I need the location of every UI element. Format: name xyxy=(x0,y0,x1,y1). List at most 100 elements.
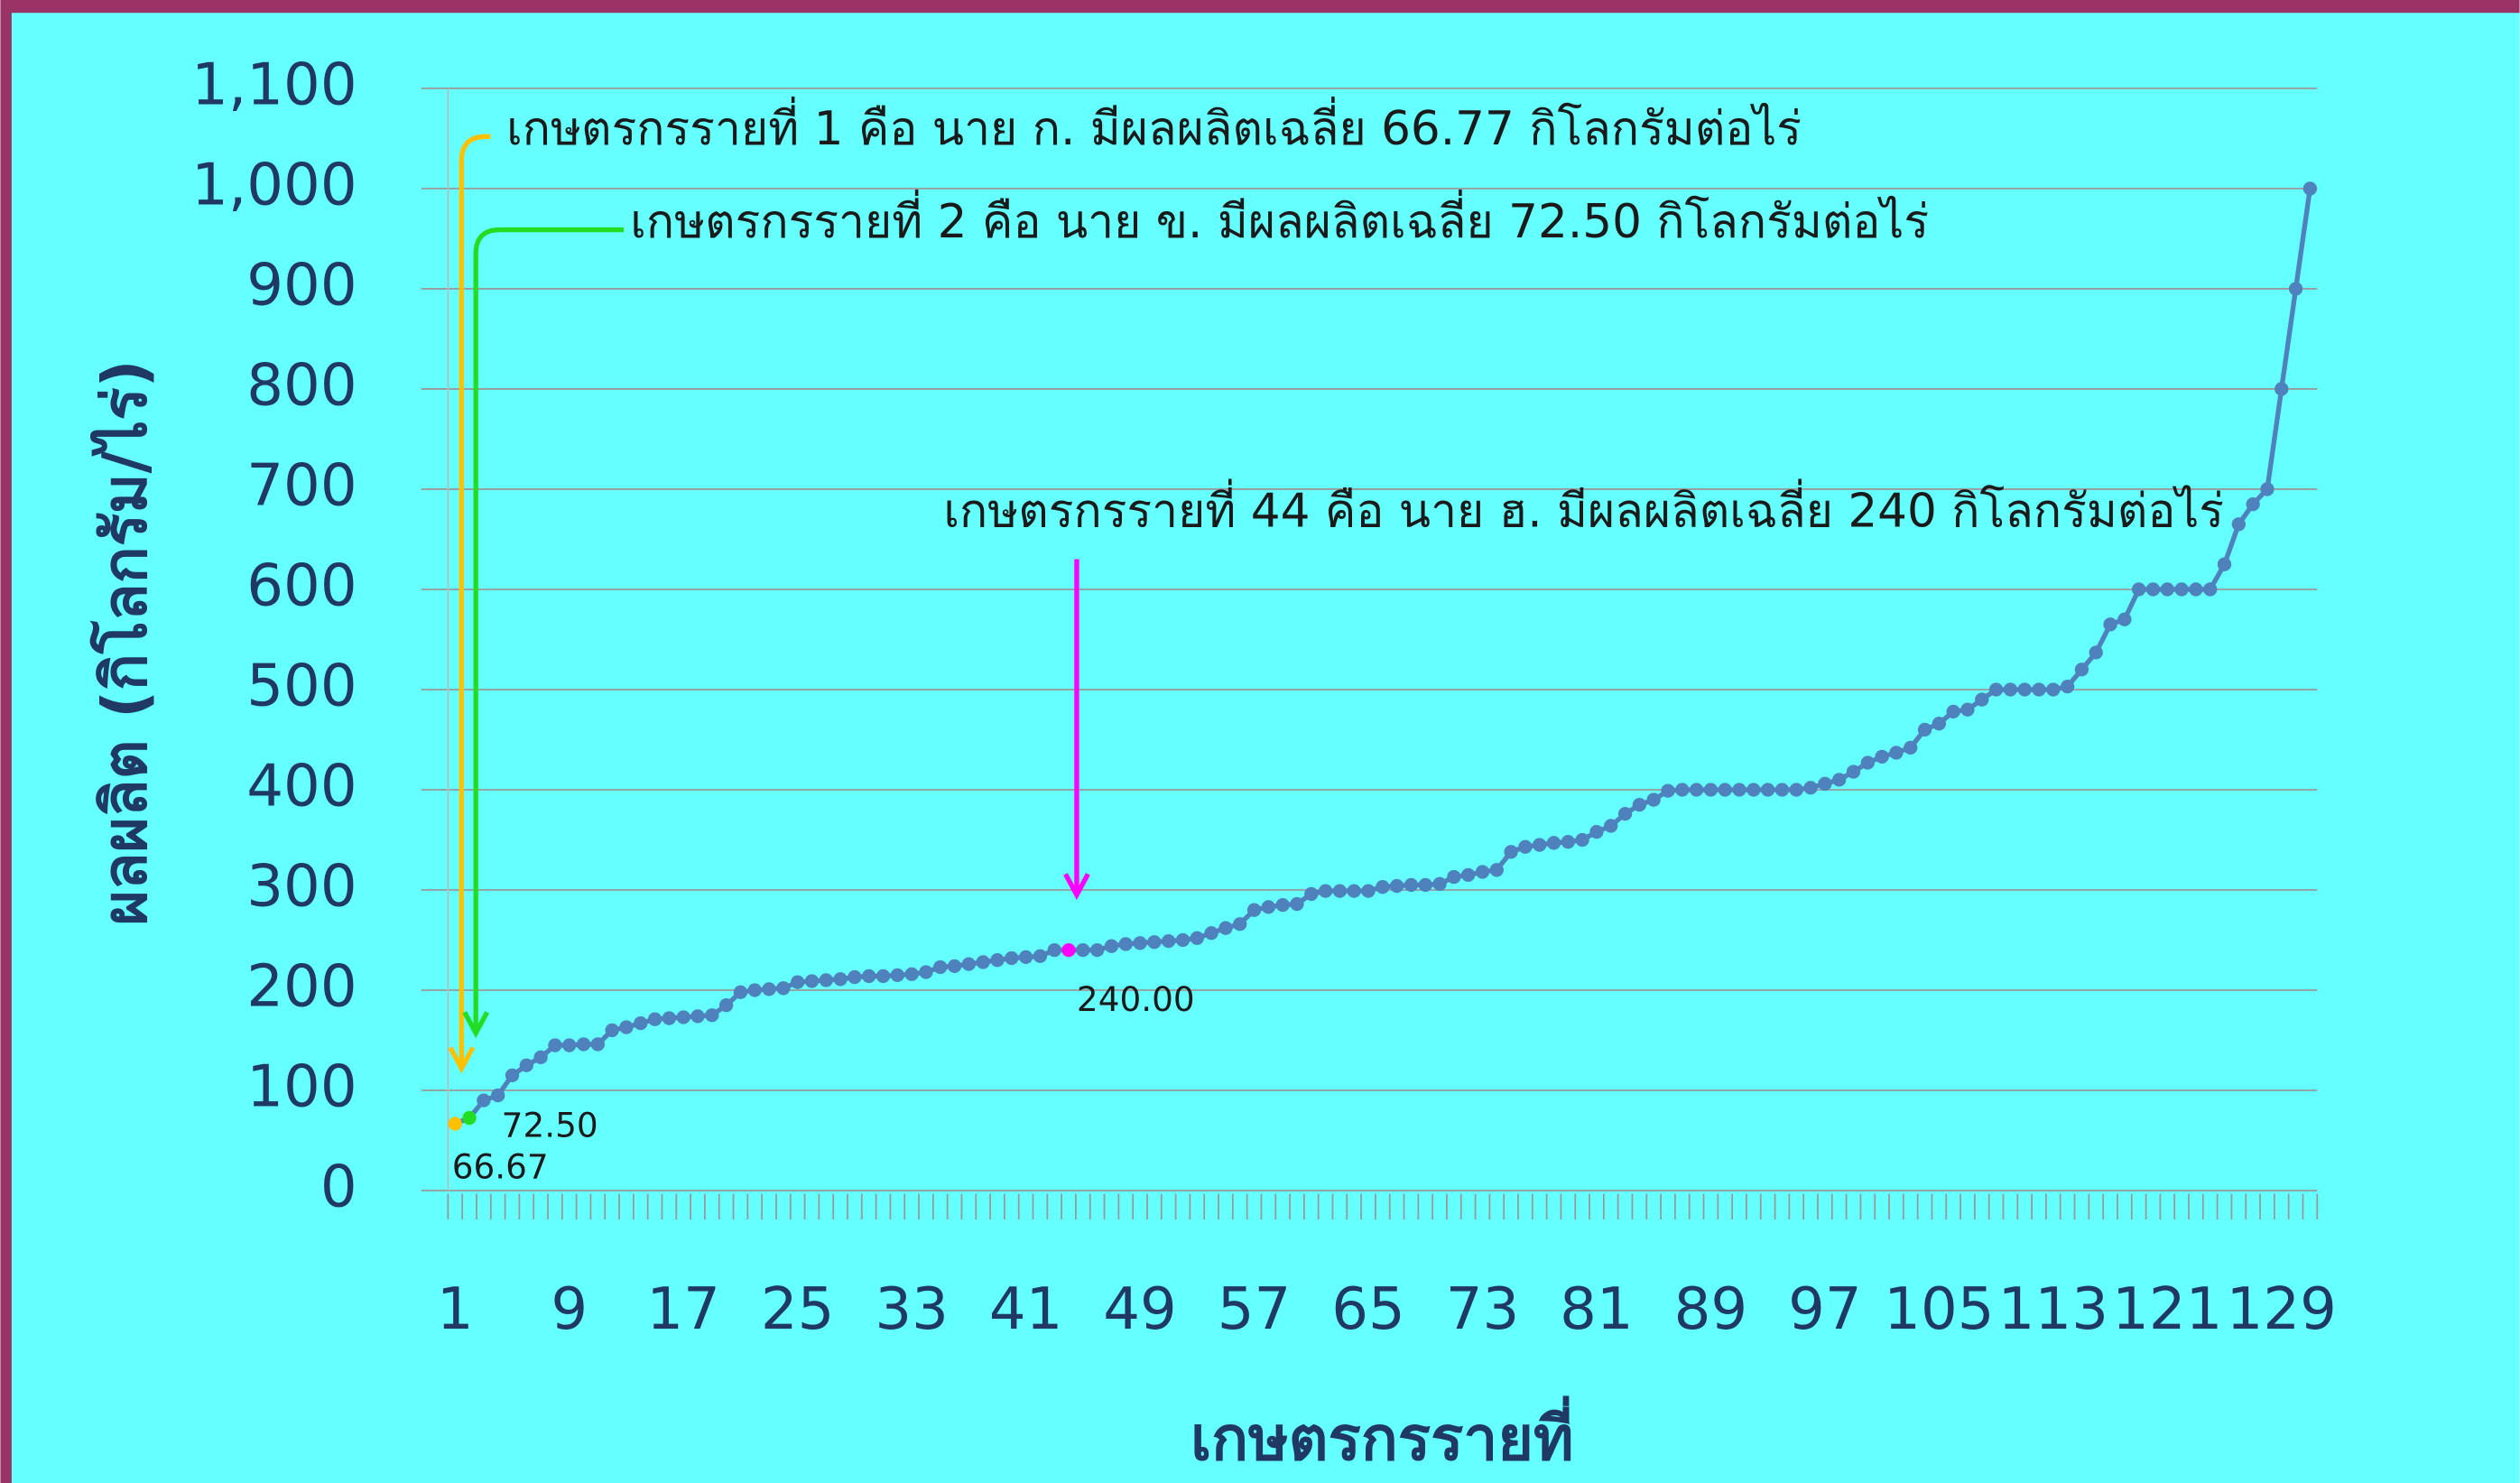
data-point xyxy=(2246,496,2260,512)
value-label: 66.67 xyxy=(452,1146,549,1186)
data-point xyxy=(1361,884,1376,898)
data-point xyxy=(976,955,990,969)
data-point xyxy=(1632,797,1647,812)
data-point xyxy=(1646,792,1661,807)
data-point xyxy=(862,969,876,984)
data-point xyxy=(1275,897,1290,913)
data-point xyxy=(1104,939,1119,953)
data-point xyxy=(1190,931,1204,945)
data-point xyxy=(1746,783,1761,797)
data-point xyxy=(762,982,776,996)
data-point xyxy=(1489,863,1504,877)
data-point xyxy=(2132,582,2146,597)
data-point xyxy=(919,965,933,979)
data-point xyxy=(1904,740,1918,755)
data-point xyxy=(1389,878,1404,894)
data-point xyxy=(1246,903,1262,917)
y-tick-label: 1,100 xyxy=(191,51,357,118)
data-point xyxy=(1332,884,1348,898)
x-tick-label: 41 xyxy=(989,1276,1063,1343)
y-tick-label: 800 xyxy=(246,353,357,420)
data-point xyxy=(1147,935,1162,950)
data-point xyxy=(1318,884,1333,898)
data-point xyxy=(791,975,805,989)
data-point xyxy=(1475,865,1490,879)
data-point xyxy=(505,1068,520,1083)
data-point xyxy=(1803,781,1818,795)
data-point xyxy=(519,1058,533,1072)
data-point xyxy=(2288,282,2303,296)
data-point xyxy=(1589,824,1604,839)
data-point xyxy=(1233,917,1247,932)
data-point xyxy=(904,967,919,981)
arrow-head xyxy=(1063,873,1090,901)
data-point xyxy=(1461,867,1476,882)
data-point xyxy=(1447,869,1461,885)
data-point xyxy=(1932,717,1947,731)
data-point xyxy=(1218,921,1233,935)
x-tick-label: 33 xyxy=(875,1276,949,1343)
data-point xyxy=(833,972,848,987)
y-tick-label: 200 xyxy=(246,954,357,1021)
y-tick-label: 1,000 xyxy=(191,152,357,218)
annotation-text: เกษตรกรรายที่ 44 คือ นาย ฮ. มีผลผลิตเฉลี… xyxy=(943,478,2224,539)
data-point xyxy=(1133,936,1147,950)
data-point xyxy=(1832,773,1847,787)
y-tick-label: 700 xyxy=(246,453,357,520)
data-point xyxy=(2003,682,2018,697)
data-point xyxy=(662,1011,677,1025)
data-point xyxy=(1975,692,1989,707)
data-point xyxy=(1347,884,1361,898)
data-point xyxy=(1617,806,1633,821)
y-tick-label: 500 xyxy=(246,653,357,720)
data-point xyxy=(676,1010,690,1024)
data-point xyxy=(2145,582,2161,597)
data-point xyxy=(1718,783,1732,797)
data-point xyxy=(477,1093,491,1108)
data-point xyxy=(1860,755,1875,770)
x-tick-label: 57 xyxy=(1218,1276,1292,1343)
data-point xyxy=(2217,557,2232,571)
data-point xyxy=(690,1009,705,1024)
data-point xyxy=(1504,845,1518,859)
y-tick-label: 400 xyxy=(246,754,357,820)
data-point xyxy=(2103,617,2117,632)
data-point xyxy=(2231,517,2246,532)
data-point xyxy=(804,974,820,988)
data-point xyxy=(1946,704,1960,719)
data-point xyxy=(1561,835,1575,849)
data-point xyxy=(605,1023,619,1038)
data-point xyxy=(1988,682,2004,697)
data-point xyxy=(634,1015,648,1031)
data-point xyxy=(1033,949,1048,963)
data-point xyxy=(1846,765,1861,779)
x-tick-label: 1 xyxy=(437,1276,474,1343)
data-point xyxy=(1604,819,1618,833)
x-tick-label: 65 xyxy=(1331,1276,1405,1343)
data-point xyxy=(533,1050,548,1065)
x-tick-label: 9 xyxy=(551,1276,588,1343)
data-point xyxy=(1774,783,1790,797)
data-point xyxy=(1061,942,1076,958)
y-tick-label: 100 xyxy=(246,1054,357,1121)
data-point xyxy=(1917,722,1932,737)
data-point xyxy=(1960,702,1975,717)
data-point xyxy=(819,973,833,987)
annotation-arrow xyxy=(459,134,491,1069)
data-point xyxy=(2074,663,2089,677)
data-point xyxy=(1546,836,1561,850)
value-label: 72.50 xyxy=(502,1106,598,1145)
annotation-text: เกษตรกรรายที่ 1 คือ นาย ก. มีผลผลิตเฉลี่… xyxy=(506,96,1802,156)
data-point xyxy=(1204,926,1218,941)
x-tick-label: 17 xyxy=(646,1276,720,1343)
data-point xyxy=(1175,932,1191,948)
arrow-head xyxy=(448,1046,476,1074)
data-point xyxy=(1118,937,1133,951)
data-point xyxy=(1818,776,1832,791)
y-axis-label: ผลผลิต (กิโลกรัม/ไร่) xyxy=(88,360,160,926)
data-point xyxy=(1703,783,1719,797)
x-tick-label: 89 xyxy=(1674,1276,1748,1343)
annotation-arrow xyxy=(473,227,625,1033)
